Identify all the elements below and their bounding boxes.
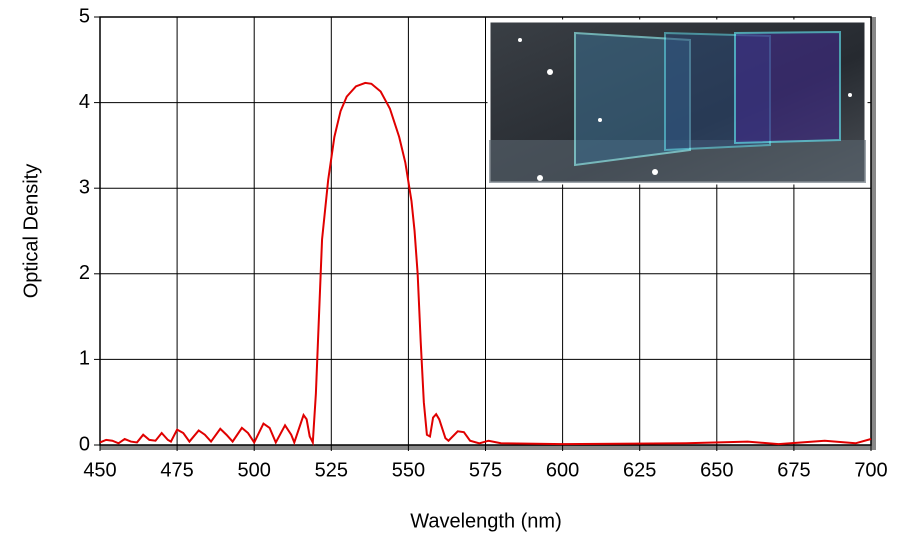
inset-photo	[487, 19, 868, 185]
x-tick-label: 600	[546, 459, 579, 481]
y-axis-label: Optical Density	[20, 164, 42, 299]
x-tick-label: 575	[469, 459, 502, 481]
y-tick-label: 2	[79, 262, 90, 284]
y-tick-label: 1	[79, 348, 90, 370]
y-tick-label: 0	[79, 433, 90, 455]
y-tick-label: 5	[79, 5, 90, 27]
frame-shadow	[100, 445, 873, 450]
x-tick-label: 650	[700, 459, 733, 481]
x-tick-label: 675	[777, 459, 810, 481]
y-tick-label: 3	[79, 176, 90, 198]
x-tick-label: 450	[83, 459, 116, 481]
data-line	[99, 81, 872, 447]
x-tick-label: 625	[623, 459, 656, 481]
x-axis-label: Wavelength (nm)	[410, 510, 562, 532]
x-tick-label: 700	[854, 459, 887, 481]
y-tick-label: 4	[79, 91, 90, 113]
frame-shadow	[871, 17, 876, 450]
x-tick-label: 475	[160, 459, 193, 481]
x-tick-label: 550	[392, 459, 425, 481]
x-tick-label: 500	[238, 459, 271, 481]
x-tick-label: 525	[315, 459, 348, 481]
